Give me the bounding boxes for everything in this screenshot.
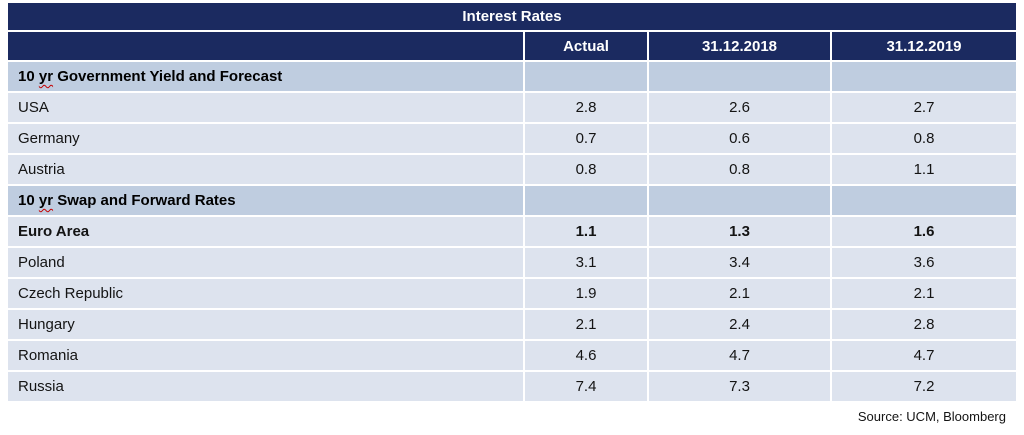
value-actual: 4.6 — [523, 341, 647, 370]
value-2019: 1.6 — [830, 217, 1016, 246]
row-label: Romania — [8, 341, 523, 370]
value-actual: 3.1 — [523, 248, 647, 277]
value-2018: 2.6 — [647, 93, 830, 122]
header-cell-actual: Actual — [523, 32, 647, 60]
section-label-pre: 10 — [18, 68, 39, 85]
empty-cell — [830, 186, 1016, 215]
table-row-russia: Russia 7.4 7.3 7.2 — [8, 372, 1016, 401]
row-label: Russia — [8, 372, 523, 401]
empty-cell — [523, 186, 647, 215]
table-row-austria: Austria 0.8 0.8 1.1 — [8, 155, 1016, 184]
spellcheck-word: yr — [38, 192, 54, 209]
value-2018: 1.3 — [647, 217, 830, 246]
value-2018: 7.3 — [647, 372, 830, 401]
source-note: Source: UCM, Bloomberg — [857, 409, 1006, 424]
table-row-romania: Romania 4.6 4.7 4.7 — [8, 341, 1016, 370]
row-label: Czech Republic — [8, 279, 523, 308]
table-row-usa: USA 2.8 2.6 2.7 — [8, 93, 1016, 122]
row-label: Hungary — [8, 310, 523, 339]
value-2019: 2.7 — [830, 93, 1016, 122]
value-2019: 2.1 — [830, 279, 1016, 308]
header-cell-2019: 31.12.2019 — [830, 32, 1016, 60]
section-label-post: Swap and Forward Rates — [53, 192, 236, 209]
section-row-government-yield: 10 yr Government Yield and Forecast — [8, 62, 1016, 91]
table-row-euro-area: Euro Area 1.1 1.3 1.6 — [8, 217, 1016, 246]
value-2019: 2.8 — [830, 310, 1016, 339]
table-title-bar: Interest Rates — [8, 3, 1016, 30]
value-2019: 7.2 — [830, 372, 1016, 401]
empty-cell — [647, 186, 830, 215]
row-label: Germany — [8, 124, 523, 153]
section-label: 10 yr Government Yield and Forecast — [8, 62, 523, 91]
header-cell-empty — [8, 32, 523, 60]
value-2018: 2.4 — [647, 310, 830, 339]
value-actual: 2.8 — [523, 93, 647, 122]
value-2019: 1.1 — [830, 155, 1016, 184]
value-2018: 2.1 — [647, 279, 830, 308]
table-title: Interest Rates — [462, 8, 562, 25]
value-actual: 0.7 — [523, 124, 647, 153]
row-label: Euro Area — [8, 217, 523, 246]
value-2018: 4.7 — [647, 341, 830, 370]
value-2018: 0.6 — [647, 124, 830, 153]
table-header-row: Actual 31.12.2018 31.12.2019 — [8, 32, 1016, 60]
value-2018: 0.8 — [647, 155, 830, 184]
table-row-czech-republic: Czech Republic 1.9 2.1 2.1 — [8, 279, 1016, 308]
row-label: Poland — [8, 248, 523, 277]
section-label-pre: 10 — [18, 192, 39, 209]
table-row-germany: Germany 0.7 0.6 0.8 — [8, 124, 1016, 153]
section-row-swap-forward: 10 yr Swap and Forward Rates — [8, 186, 1016, 215]
row-label: USA — [8, 93, 523, 122]
table-row-hungary: Hungary 2.1 2.4 2.8 — [8, 310, 1016, 339]
row-label: Austria — [8, 155, 523, 184]
empty-cell — [523, 62, 647, 91]
value-actual: 0.8 — [523, 155, 647, 184]
value-actual: 7.4 — [523, 372, 647, 401]
empty-cell — [647, 62, 830, 91]
value-2018: 3.4 — [647, 248, 830, 277]
value-2019: 4.7 — [830, 341, 1016, 370]
table-row-poland: Poland 3.1 3.4 3.6 — [8, 248, 1016, 277]
empty-cell — [830, 62, 1016, 91]
header-cell-2018: 31.12.2018 — [647, 32, 830, 60]
section-label: 10 yr Swap and Forward Rates — [8, 186, 523, 215]
value-2019: 3.6 — [830, 248, 1016, 277]
value-2019: 0.8 — [830, 124, 1016, 153]
section-label-post: Government Yield and Forecast — [53, 68, 283, 85]
spellcheck-word: yr — [38, 68, 54, 85]
value-actual: 1.1 — [523, 217, 647, 246]
value-actual: 1.9 — [523, 279, 647, 308]
value-actual: 2.1 — [523, 310, 647, 339]
